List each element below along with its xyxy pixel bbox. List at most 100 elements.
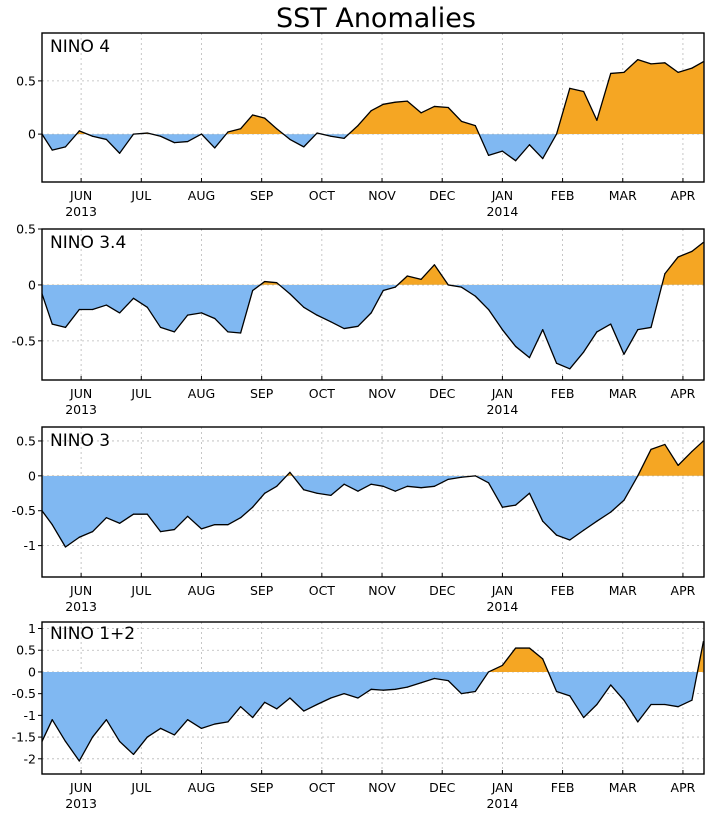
nino12-point-39 <box>555 690 558 693</box>
panel-nino4: 0.5 0 JUN JUL AUG SEP OCT NOV DEC JAN FEB MAR APR 201… <box>16 32 705 219</box>
nino4-point-44 <box>623 71 625 73</box>
nino3-ytick-label-1: 0 <box>28 468 36 483</box>
nino4-point-19 <box>289 138 291 141</box>
nino34-point-36 <box>515 345 517 348</box>
nino34-point-28 <box>406 275 408 277</box>
nino34-xtick-label-jul: JUL <box>130 386 151 401</box>
nino4-ytick-label-1: 0 <box>28 127 36 142</box>
nino4-point-7 <box>132 133 135 135</box>
nino4-point-36 <box>515 160 517 162</box>
nino12-point-33 <box>474 690 476 693</box>
nino12-point-43 <box>610 684 612 686</box>
nino34-point-20 <box>303 306 305 308</box>
nino3-point-44 <box>623 499 625 501</box>
nino12-point-36 <box>515 647 517 649</box>
panel-nino34: 0.5 0 -0.5 JUN JUL AUG SEP OCT NOV DEC JAN FEB MAR AP… <box>12 222 705 417</box>
nino12-point-19 <box>289 697 291 699</box>
nino34-point-16 <box>252 289 254 292</box>
nino12-plot-area: 1 0.5 0 -0.5 -1 -1.5 -2 JUN JUL AUG SEP OCT NOV DEC JA… <box>12 621 705 811</box>
nino3-point-43 <box>610 511 612 513</box>
nino34-point-49 <box>691 250 693 252</box>
nino4-point-27 <box>394 101 396 103</box>
nino3-point-2 <box>64 546 67 548</box>
nino3-xtick-label-nov: NOV <box>368 583 396 598</box>
nino3-point-6 <box>119 522 121 524</box>
nino3-point-9 <box>159 531 162 533</box>
nino12-ytick-label-5: -1.5 <box>12 730 36 745</box>
nino3-year-label-1: 2014 <box>486 599 518 614</box>
nino3-point-5 <box>105 517 107 519</box>
nino12-point-7 <box>132 753 135 756</box>
nino4-point-37 <box>528 144 531 146</box>
nino34-point-25 <box>370 312 372 314</box>
nino34-xtick-label-sep: SEP <box>250 386 274 401</box>
nino34-point-14 <box>227 331 229 333</box>
nino12-point-41 <box>583 716 585 719</box>
nino12-year-label-1: 2014 <box>486 796 518 811</box>
nino12-point-34 <box>487 671 490 673</box>
nino3-point-25 <box>370 483 372 485</box>
nino34-point-1 <box>51 323 53 325</box>
nino34-point-10 <box>173 331 175 333</box>
nino4-point-3 <box>78 130 80 132</box>
nino3-frame <box>41 426 705 578</box>
nino3-point-28 <box>406 485 408 487</box>
nino34-plot-area: 0.5 0 -0.5 JUN JUL AUG SEP OCT NOV DEC JAN FEB MAR AP… <box>12 222 705 417</box>
nino3-xtick-label-oct: OCT <box>309 583 336 598</box>
nino4-point-49 <box>691 67 693 69</box>
nino4-xtick-label-mar: MAR <box>609 188 637 203</box>
nino12-xtick-label-jun: JUN <box>69 780 92 795</box>
nino34-point-44 <box>623 353 625 355</box>
nino4-point-17 <box>264 117 266 119</box>
nino34-frame <box>41 228 705 381</box>
nino12-ytick-label-4: -1 <box>24 708 36 723</box>
nino12-point-47 <box>664 703 666 706</box>
nino34-xtick-label-jun: JUN <box>69 386 92 401</box>
nino34-point-33 <box>474 295 476 297</box>
nino34-point-39 <box>555 362 558 364</box>
nino34-xtick-label-mar: MAR <box>609 386 637 401</box>
nino3-point-34 <box>487 482 490 484</box>
nino12-point-28 <box>406 686 408 688</box>
nino34-point-22 <box>330 321 332 323</box>
nino3-xtick-label-apr: APR <box>671 583 696 598</box>
nino4-point-32 <box>460 120 463 122</box>
nino12-point-44 <box>623 699 625 701</box>
nino12-xtick-label-feb: FEB <box>551 780 575 795</box>
nino12-point-11 <box>187 719 189 721</box>
nino4-point-45 <box>637 59 639 61</box>
nino3-year-label-0: 2013 <box>65 599 97 614</box>
nino12-xtick-label-mar: MAR <box>609 780 637 795</box>
nino12-point-18 <box>276 708 278 710</box>
nino12-xtick-label-aug: AUG <box>188 780 215 795</box>
nino12-point-8 <box>146 736 148 738</box>
nino4-point-31 <box>447 106 449 109</box>
nino34-point-12 <box>200 312 203 314</box>
nino3-point-14 <box>227 524 229 526</box>
nino3-point-45 <box>637 475 639 477</box>
nino4-point-46 <box>650 63 652 65</box>
nino12-point-37 <box>528 647 531 649</box>
nino4-xtick-label-apr: APR <box>671 188 696 203</box>
nino4-xtick-label-nov: NOV <box>368 188 396 203</box>
nino12-fills <box>42 641 704 761</box>
nino4-xtick-label-aug: AUG <box>188 188 215 203</box>
nino34-point-29 <box>420 278 422 280</box>
nino4-xtick-label-jun: JUN <box>69 188 92 203</box>
nino4-point-1 <box>51 149 53 151</box>
nino34-point-17 <box>264 280 266 283</box>
nino4-point-13 <box>214 147 216 149</box>
nino3-xtick-label-feb: FEB <box>551 583 575 598</box>
nino4-point-9 <box>159 135 162 137</box>
nino34-point-15 <box>240 332 242 334</box>
nino3-plot-area: 0.5 0 -0.5 -1 JUN JUL AUG SEP OCT NOV DEC JAN FEB MAR… <box>12 426 705 614</box>
nino3-point-48 <box>677 464 679 466</box>
nino12-point-27 <box>394 688 396 690</box>
nino4-point-38 <box>542 157 544 160</box>
nino12-ytick-label-6: -2 <box>24 751 36 766</box>
nino34-ytick-label-2: -0.5 <box>12 333 36 348</box>
nino4-point-14 <box>227 131 229 133</box>
nino4-point-47 <box>664 62 666 64</box>
nino12-xtick-label-oct: OCT <box>309 780 336 795</box>
